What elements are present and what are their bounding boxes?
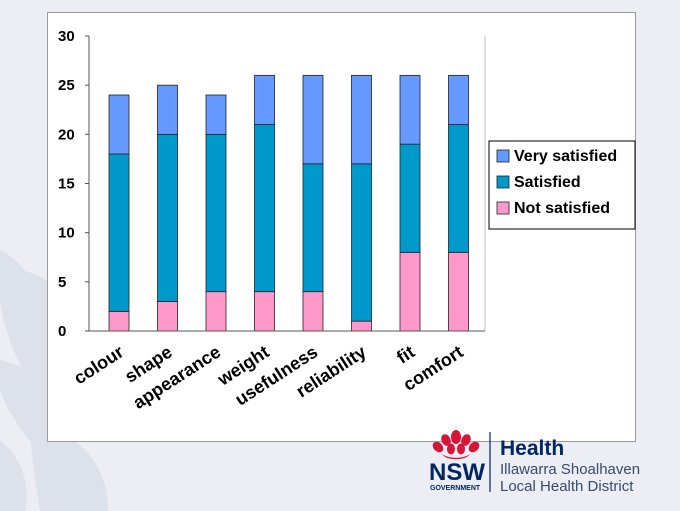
chart-frame: 0 5 10 15 20 25 30 colour shape appearance weight… xyxy=(47,12,636,442)
bar-segment xyxy=(254,291,275,332)
legend-box xyxy=(488,140,636,230)
legend-swatch xyxy=(496,175,510,189)
bar-segment xyxy=(205,133,227,293)
bar-segment xyxy=(254,124,275,293)
legend-swatch xyxy=(496,149,510,163)
legend-label: Satisfied xyxy=(514,174,581,191)
bar-segment xyxy=(157,133,178,302)
government-label: GOVERNMENT xyxy=(430,485,481,492)
health-label: Health xyxy=(500,437,564,460)
district-line-1: Illawarra Shoalhaven xyxy=(500,461,640,478)
bar-segment xyxy=(351,74,372,165)
bar-segment xyxy=(157,84,178,135)
bar-segment xyxy=(205,94,227,135)
y-tick-label: 20 xyxy=(58,126,75,143)
bar-segment xyxy=(302,163,324,293)
bar-segment xyxy=(108,310,130,332)
y-tick-label: 5 xyxy=(58,274,66,291)
bar-segment xyxy=(302,74,324,165)
y-tick-label: 0 xyxy=(58,323,66,340)
legend-label: Very satisfied xyxy=(514,148,617,165)
y-tick-label: 25 xyxy=(58,77,75,94)
bar-segment xyxy=(157,301,178,332)
nsw-health-logo: NSW GOVERNMENT Health Illawarra Shoalhav… xyxy=(429,430,640,495)
y-tick-label: 30 xyxy=(58,28,75,45)
bar-segment xyxy=(448,74,469,125)
bar-segment xyxy=(399,251,421,332)
bar-segment xyxy=(448,124,469,253)
bar-segment xyxy=(399,74,421,145)
y-tick-label: 10 xyxy=(58,225,75,242)
waratah-icon xyxy=(432,430,480,460)
bar-segment xyxy=(254,74,275,125)
bar-segment xyxy=(302,291,324,332)
y-tick-label: 15 xyxy=(58,176,75,193)
x-tick-label: fit xyxy=(393,342,418,368)
bar-segment xyxy=(448,251,469,332)
bar-segment xyxy=(399,143,421,253)
bar-segment xyxy=(205,291,227,332)
bar-segment xyxy=(108,94,130,155)
legend-swatch xyxy=(496,201,510,215)
nsw-wordmark: NSW xyxy=(429,459,485,486)
legend-label: Not satisfied xyxy=(514,200,610,217)
bar-segment xyxy=(108,153,130,312)
x-tick-label: colour xyxy=(70,342,127,389)
bar-segment xyxy=(351,320,372,332)
bar-segment xyxy=(351,163,372,322)
district-line-2: Local Health District xyxy=(500,478,634,495)
